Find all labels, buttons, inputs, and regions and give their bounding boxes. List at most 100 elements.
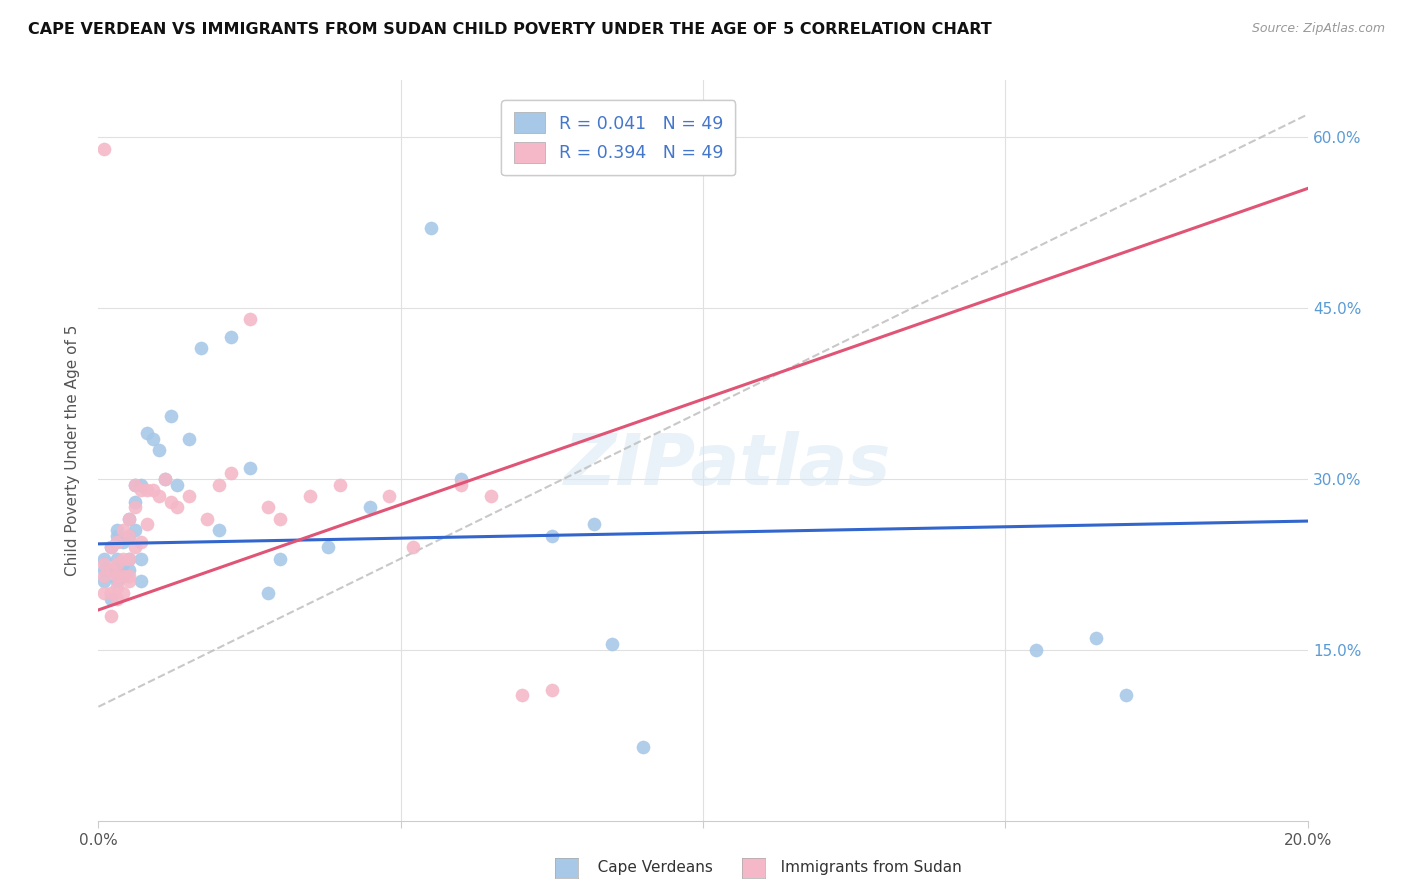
Point — [316, 541, 339, 555]
Point — [420, 221, 443, 235]
Point — [166, 500, 188, 515]
Point — [160, 409, 183, 424]
Point — [153, 472, 176, 486]
Point — [100, 541, 122, 555]
Point — [1024, 642, 1046, 657]
Point — [105, 558, 128, 572]
Point — [450, 477, 472, 491]
Point — [118, 568, 141, 582]
Point — [100, 608, 122, 623]
Point — [100, 591, 122, 606]
Point — [450, 472, 472, 486]
Point — [93, 568, 115, 582]
Point — [124, 477, 146, 491]
Point — [124, 477, 146, 491]
Point — [239, 460, 262, 475]
Point — [124, 500, 146, 515]
Point — [118, 529, 141, 543]
Point — [118, 563, 141, 577]
Point — [100, 563, 122, 577]
Point — [540, 682, 562, 697]
Point — [583, 517, 606, 532]
Point — [124, 541, 146, 555]
Point — [166, 477, 188, 491]
Point — [111, 534, 134, 549]
Point — [93, 574, 115, 589]
Point — [93, 563, 115, 577]
Point — [111, 568, 134, 582]
Legend: R = 0.041   N = 49, R = 0.394   N = 49: R = 0.041 N = 49, R = 0.394 N = 49 — [502, 100, 735, 176]
Point — [100, 586, 122, 600]
Point — [135, 483, 157, 498]
Point — [256, 586, 278, 600]
Y-axis label: Child Poverty Under the Age of 5: Child Poverty Under the Age of 5 — [65, 325, 80, 576]
Point — [135, 517, 157, 532]
Point — [1085, 632, 1108, 646]
Point — [118, 512, 141, 526]
Point — [129, 483, 152, 498]
Point — [631, 739, 654, 754]
Point — [105, 534, 128, 549]
Point — [105, 580, 128, 594]
Point — [190, 341, 212, 355]
Point — [269, 551, 291, 566]
Point — [195, 512, 218, 526]
Point — [111, 523, 134, 537]
Point — [111, 551, 134, 566]
Point — [402, 541, 425, 555]
Point — [1115, 689, 1137, 703]
Point — [93, 558, 115, 572]
Point — [105, 551, 128, 566]
Point — [93, 551, 115, 566]
Point — [129, 551, 152, 566]
Point — [105, 534, 128, 549]
Point — [160, 494, 183, 508]
Point — [105, 591, 128, 606]
Point — [208, 477, 231, 491]
Point — [93, 142, 115, 156]
Point — [142, 483, 165, 498]
Point — [129, 574, 152, 589]
Point — [256, 500, 278, 515]
Point — [124, 523, 146, 537]
Point — [111, 586, 134, 600]
Point — [221, 467, 243, 481]
Point — [481, 489, 503, 503]
Point — [148, 443, 170, 458]
Point — [208, 523, 231, 537]
Point — [129, 534, 152, 549]
Point — [111, 568, 134, 582]
Point — [105, 568, 128, 582]
Point — [93, 586, 115, 600]
Text: CAPE VERDEAN VS IMMIGRANTS FROM SUDAN CHILD POVERTY UNDER THE AGE OF 5 CORRELATI: CAPE VERDEAN VS IMMIGRANTS FROM SUDAN CH… — [28, 22, 991, 37]
Point — [221, 329, 243, 343]
Point — [105, 563, 128, 577]
Point — [269, 512, 291, 526]
Point — [118, 551, 141, 566]
Point — [142, 432, 165, 446]
Point — [105, 574, 128, 589]
Point — [100, 563, 122, 577]
Point — [329, 477, 352, 491]
Point — [179, 489, 201, 503]
Point — [118, 512, 141, 526]
Text: Source: ZipAtlas.com: Source: ZipAtlas.com — [1251, 22, 1385, 36]
Text: ZIPatlas: ZIPatlas — [564, 431, 891, 500]
Point — [105, 523, 128, 537]
Text: Immigrants from Sudan: Immigrants from Sudan — [766, 860, 962, 874]
Point — [299, 489, 322, 503]
Point — [105, 529, 128, 543]
Point — [129, 477, 152, 491]
Point — [179, 432, 201, 446]
Point — [360, 500, 382, 515]
Text: Cape Verdeans: Cape Verdeans — [583, 860, 713, 874]
Point — [124, 494, 146, 508]
Point — [118, 574, 141, 589]
Point — [540, 529, 562, 543]
Point — [100, 541, 122, 555]
Point — [135, 426, 157, 441]
Point — [377, 489, 399, 503]
Point — [111, 558, 134, 572]
Point — [153, 472, 176, 486]
Point — [118, 529, 141, 543]
